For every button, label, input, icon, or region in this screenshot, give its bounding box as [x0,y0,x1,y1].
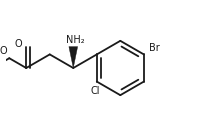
Text: NH₂: NH₂ [66,35,85,45]
Text: O: O [0,46,7,56]
Text: O: O [15,39,22,49]
Text: Br: Br [149,43,159,53]
Polygon shape [69,47,78,68]
Text: Cl: Cl [90,86,100,96]
